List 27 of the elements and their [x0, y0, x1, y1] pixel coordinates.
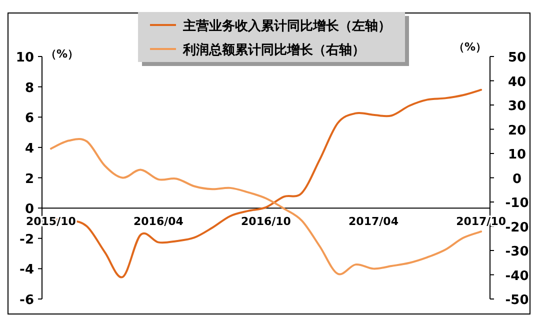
- y-tick-label: -6: [20, 293, 34, 308]
- x-tick-label: 2017/04: [348, 215, 399, 228]
- y-tick-label: 8: [24, 80, 34, 96]
- y-tick-label: 2: [24, 172, 34, 187]
- y2-tick-label: -10: [505, 196, 529, 211]
- y-tick-label: -2: [20, 232, 34, 248]
- y-tick-label: 6: [24, 111, 34, 126]
- y2-tick-label: 20: [508, 123, 526, 138]
- y2-tick-label: 30: [508, 99, 526, 114]
- y2-tick-label: 50: [508, 50, 526, 66]
- y-tick-label: 4: [24, 141, 34, 156]
- legend-label: 主营业务收入累计同比增长（左轴）: [182, 18, 391, 34]
- y2-tick-label: 10: [508, 148, 526, 162]
- y-axis-title: （%）: [45, 48, 79, 60]
- y-tick-label: 0: [24, 202, 34, 218]
- y2-axis-title: （%）: [453, 40, 487, 54]
- x-tick-label: 2016/04: [134, 215, 184, 228]
- y2-tick-label: -20: [505, 220, 529, 236]
- y-tick-label: 10: [16, 50, 34, 66]
- y2-tick-label: 0: [512, 172, 522, 187]
- x-tick-label: 2016/10: [241, 215, 292, 228]
- legend-label: 利润总额累计同比增长（右轴）: [182, 42, 365, 58]
- y-tick-label: -4: [20, 262, 34, 278]
- y2-tick-label: 40: [508, 74, 526, 90]
- y2-tick-label: -30: [505, 244, 529, 260]
- y2-tick-label: -50: [505, 293, 529, 308]
- y2-tick-label: -40: [505, 268, 529, 284]
